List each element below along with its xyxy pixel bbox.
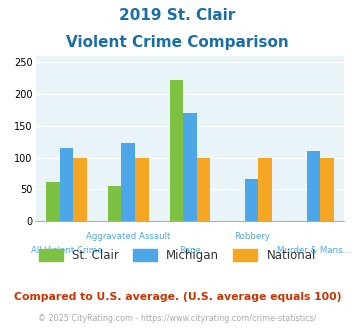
Bar bbox=[108, 186, 121, 221]
Text: All Violent Crime: All Violent Crime bbox=[31, 246, 102, 255]
Bar bbox=[121, 143, 135, 221]
Bar bbox=[73, 158, 87, 221]
Text: 2019 St. Clair: 2019 St. Clair bbox=[119, 8, 236, 23]
Text: Robbery: Robbery bbox=[234, 232, 270, 241]
Text: Aggravated Assault: Aggravated Assault bbox=[86, 232, 170, 241]
Bar bbox=[197, 158, 210, 221]
Bar bbox=[60, 148, 73, 221]
Text: Rape: Rape bbox=[179, 246, 201, 255]
Bar bbox=[258, 158, 272, 221]
Text: Compared to U.S. average. (U.S. average equals 100): Compared to U.S. average. (U.S. average … bbox=[14, 292, 341, 302]
Text: © 2025 CityRating.com - https://www.cityrating.com/crime-statistics/: © 2025 CityRating.com - https://www.city… bbox=[38, 314, 317, 323]
Bar bbox=[307, 151, 320, 221]
Bar bbox=[320, 158, 334, 221]
Text: Murder & Mans...: Murder & Mans... bbox=[277, 246, 350, 255]
Bar bbox=[183, 113, 197, 221]
Bar bbox=[46, 182, 60, 221]
Text: Violent Crime Comparison: Violent Crime Comparison bbox=[66, 35, 289, 50]
Bar bbox=[245, 179, 258, 221]
Legend: St. Clair, Michigan, National: St. Clair, Michigan, National bbox=[34, 244, 321, 266]
Bar bbox=[170, 80, 183, 221]
Bar bbox=[135, 158, 148, 221]
